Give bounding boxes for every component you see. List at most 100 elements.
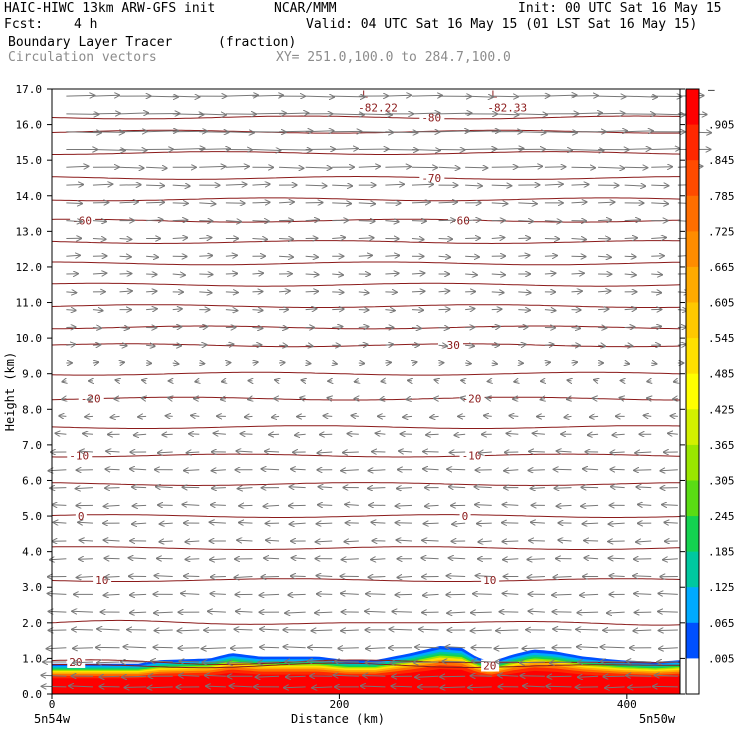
colorbar-label: .005 [708,652,735,665]
x-axis-label: Distance (km) [291,712,385,726]
wind-vector [644,415,652,416]
wind-vector [342,559,359,560]
wind-vector [601,647,625,648]
colorbar-swatch [686,444,699,482]
field-name: Boundary Layer Tracer [8,35,173,50]
wind-vector [571,238,586,239]
y-tick-label: 13.0 [16,225,43,238]
wind-vector [80,540,93,541]
wind-vector [610,576,625,577]
wind-vector [491,185,512,186]
wind-vector [116,380,120,381]
wind-vector [449,558,466,559]
wind-vector [544,238,559,239]
wind-vector [179,661,200,662]
wind-vector [104,594,120,595]
wind-vector [245,416,253,417]
wind-vector [258,662,280,663]
wind-vector [264,558,280,559]
colorbar-swatch [686,266,699,304]
wind-vector [651,363,656,364]
wind-vector [368,488,386,489]
wind-vector [461,398,465,399]
wind-vector [358,203,375,204]
wind-vector [305,291,319,292]
wind-vector [518,327,527,328]
wind-vector [248,399,252,400]
wind-vector [624,256,636,257]
valid-time: Valid: 04 UTC Sat 16 May 15 (01 LST Sat … [306,17,698,32]
wind-vector [212,488,226,489]
colorbar-label: .845 [708,154,735,167]
wind-vector [590,416,599,417]
wind-vector [452,523,466,524]
temperature-contour-line [51,282,681,287]
wind-vector [397,577,413,578]
wind-vector [496,630,519,631]
wind-vector [624,345,633,346]
wind-vector [598,167,624,168]
wind-vector [305,167,332,168]
wind-vector [636,487,652,488]
wind-vector [544,95,577,96]
colorbar-label: .305 [708,475,735,488]
wind-vector [558,540,572,541]
wind-vector [92,327,101,328]
wind-vector [369,577,386,578]
wind-vector [352,416,359,417]
wind-vector [41,675,67,676]
wind-vector [659,648,678,649]
wind-vector [438,256,450,257]
wind-vector [545,362,550,363]
wind-vector [300,398,306,399]
wind-vector [498,675,519,676]
y-tick-label: 7.0 [22,439,42,452]
forecast-label: Fcst: [4,17,44,32]
colorbar-label: .665 [708,261,735,274]
wind-vector [502,523,519,524]
wind-vector [92,310,103,311]
wind-vector [385,132,417,133]
wind-vector [399,451,413,452]
y-tick-label: 5.0 [22,510,42,523]
wind-vector [154,576,173,577]
wind-vector [518,221,533,222]
wind-vector [533,433,545,434]
wind-vector [119,167,144,168]
temperature-contour-line [52,176,680,180]
wind-vector [518,114,547,115]
colorbar-label: .365 [708,439,735,452]
wind-vector [381,381,385,382]
wind-vector [612,434,625,435]
wind-vector [598,220,611,221]
wind-vector [465,131,500,132]
wind-vector [338,648,359,649]
wind-vector [265,451,280,452]
wind-vector [252,202,269,203]
xsec-coordinates: XY= 251.0,100.0 to 284.7,100.0 [276,50,511,65]
wind-vector [184,576,200,577]
wind-vector [199,114,226,115]
wind-vector [334,675,359,676]
y-axis-label: Height (km) [3,352,17,431]
y-tick-label: 4.0 [22,546,42,559]
colorbar-swatch [686,587,699,624]
wind-vector [172,309,182,310]
wind-vector [411,310,423,311]
wind-vector [279,256,293,257]
wind-vector [168,398,173,399]
wind-vector [385,344,393,345]
wind-vector [284,687,306,688]
wind-vector [659,630,678,631]
temperature-contour-line [51,218,681,223]
wind-vector [319,487,333,488]
wind-vector [252,221,268,222]
wind-vector [292,558,306,559]
wind-vector [88,399,93,400]
wind-vector [658,593,678,594]
wind-vector [426,434,439,435]
wind-vector [660,470,678,471]
wind-vector [628,687,652,688]
temperature-contour-line [51,546,681,550]
